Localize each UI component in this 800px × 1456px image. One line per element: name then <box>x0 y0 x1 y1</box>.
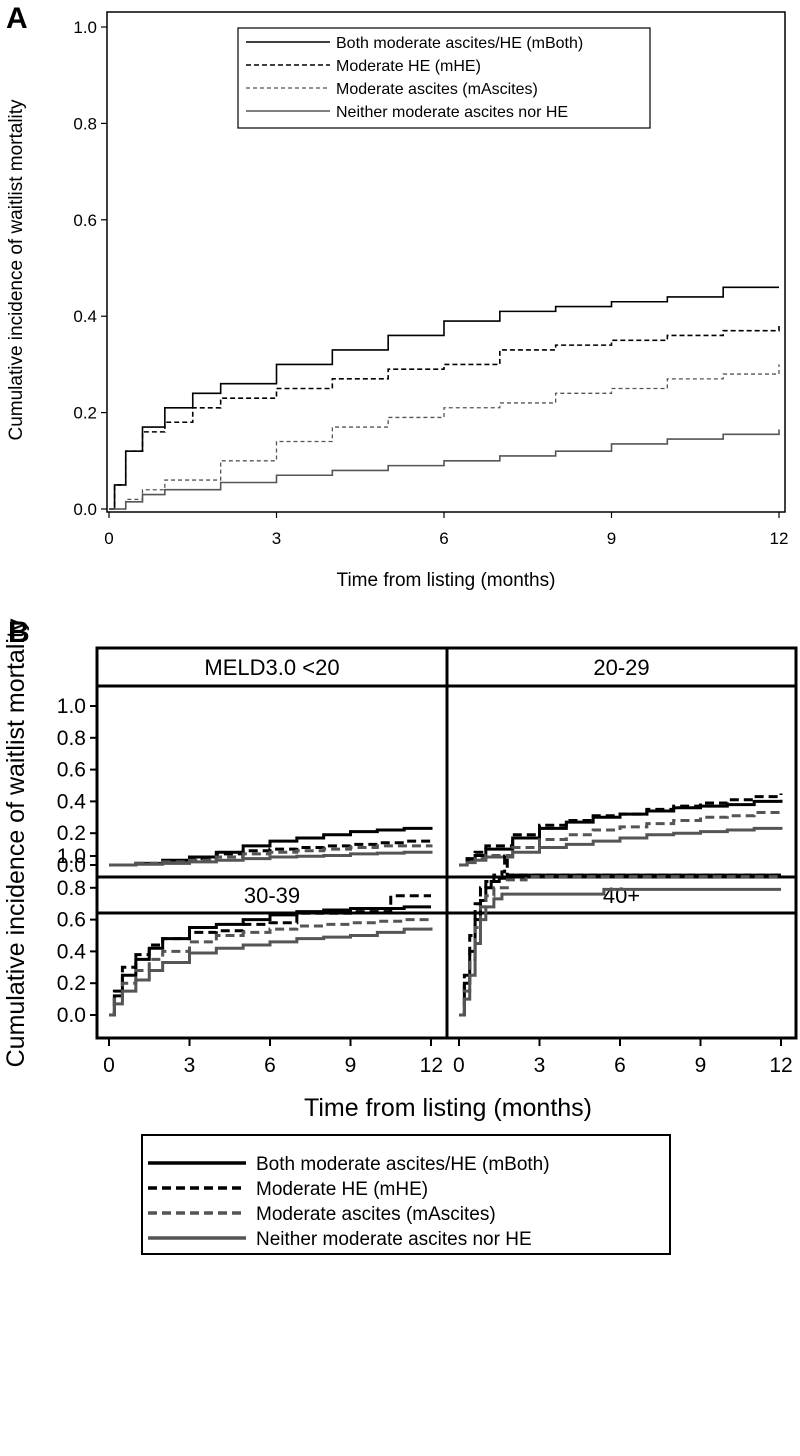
x-tick-label: 6 <box>264 1054 276 1077</box>
y-tick-label: 0.0 <box>57 1004 86 1027</box>
facet-series-line <box>109 844 433 867</box>
legend-label: Neither moderate ascites nor HE <box>336 104 568 121</box>
x-tick-label: 0 <box>104 529 113 548</box>
legend-box <box>141 1134 671 1255</box>
plot-frame <box>106 11 786 513</box>
facet-series-line <box>459 799 783 867</box>
panel-label-b: B <box>8 616 30 649</box>
y-tick-label: 0.8 <box>57 877 86 900</box>
legend-label: Moderate HE (mHE) <box>336 58 481 75</box>
legend-label: Moderate ascites (mAscites) <box>256 1204 496 1225</box>
y-tick-label: 0.6 <box>57 759 86 782</box>
facet-title: MELD3.0 <20 <box>204 655 339 680</box>
x-tick-label: 9 <box>345 1054 357 1077</box>
facet-series-line <box>109 927 433 1017</box>
legend-label: Moderate HE (mHE) <box>256 1179 428 1200</box>
x-tick-label: 12 <box>769 1054 792 1077</box>
facet-title: 30-39 <box>244 883 300 908</box>
panel-label-a: A <box>6 2 28 35</box>
series-line <box>109 325 780 510</box>
x-tick-label: 12 <box>420 1054 443 1077</box>
legend-label: Both moderate ascites/HE (mBoth) <box>336 35 583 52</box>
x-tick-label: 6 <box>439 529 448 548</box>
facet-series-line <box>459 826 783 867</box>
facet-title: 40+ <box>603 883 640 908</box>
legend-label: Moderate ascites (mAscites) <box>336 81 538 98</box>
x-tick-label: 3 <box>534 1054 546 1077</box>
y-tick-label: 1.0 <box>57 845 86 868</box>
series-line <box>109 364 780 510</box>
facet-series-line <box>109 826 433 867</box>
x-tick-label: 0 <box>453 1054 465 1077</box>
facet-series-line <box>459 810 783 867</box>
y-axis-label: Cumulative incidence of waitlist mortali… <box>6 99 27 441</box>
facet-series-line <box>459 887 781 1017</box>
x-tick-label: 3 <box>272 529 281 548</box>
x-tick-label: 0 <box>103 1054 115 1077</box>
facet-series-line <box>109 894 431 1017</box>
y-tick-label: 0.0 <box>57 854 86 877</box>
panel-b-chart: MELD3.0 <20 20-29 30-39 40+ 0.0 0.2 0.4 0.6 0.8 1… <box>2 618 798 1255</box>
x-tick-label: 12 <box>770 529 789 548</box>
y-axis-label: Cumulative incidence of waitlist mortali… <box>2 618 30 1067</box>
facet-title: 20-29 <box>593 655 649 680</box>
facet-series-line <box>109 905 431 1017</box>
facet-series-line <box>459 793 783 867</box>
y-tick-label: 0.6 <box>73 211 97 230</box>
legend-label: Neither moderate ascites nor HE <box>256 1229 532 1250</box>
y-tick-label: 0.8 <box>57 727 86 750</box>
x-tick-label: 9 <box>607 529 616 548</box>
y-tick-label: 0.8 <box>73 114 97 133</box>
y-tick-label: 0.4 <box>73 307 97 326</box>
y-tick-label: 0.6 <box>57 909 86 932</box>
facet-series-line <box>109 850 433 867</box>
legend-label: Both moderate ascites/HE (mBoth) <box>256 1154 550 1175</box>
x-axis-label: Time from listing (months) <box>337 570 556 591</box>
y-tick-label: 0.2 <box>57 822 86 845</box>
y-tick-label: 0.2 <box>57 972 86 995</box>
y-tick-label: 0.0 <box>73 500 97 519</box>
x-tick-label: 3 <box>184 1054 196 1077</box>
x-axis-label: Time from listing (months) <box>304 1094 592 1122</box>
y-tick-label: 0.2 <box>73 404 97 423</box>
series-line <box>109 429 780 510</box>
x-tick-label: 9 <box>695 1054 707 1077</box>
y-tick-label: 0.4 <box>57 940 87 963</box>
panel-a-chart: 0 3 6 9 12 0.0 0.2 0.4 0.6 0.8 1.0 Time from listin… <box>6 11 789 591</box>
y-tick-label: 0.4 <box>57 790 87 813</box>
series-line <box>109 286 779 510</box>
y-tick-label: 1.0 <box>57 695 86 718</box>
x-tick-label: 6 <box>614 1054 626 1077</box>
y-tick-label: 1.0 <box>73 18 97 37</box>
